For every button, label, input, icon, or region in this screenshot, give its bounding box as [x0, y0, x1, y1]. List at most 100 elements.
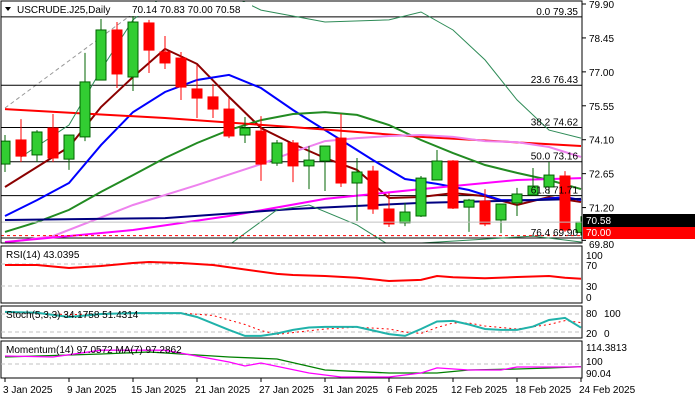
header-background [2, 2, 252, 16]
moving-average-line-band [230, 204, 582, 243]
bid-price-tag [583, 227, 695, 239]
bullish-candle [79, 81, 91, 138]
bearish-candle [143, 22, 155, 51]
fibo-level-label: 50.0 73.16 [531, 152, 579, 163]
stoch-pane-frame [0, 305, 583, 339]
bearish-candle [207, 96, 219, 110]
fibonacci-levels[interactable] [1, 16, 582, 239]
rsi-axis-0: 0 [586, 293, 592, 304]
time-axis-label: 6 Feb 2025 [387, 385, 438, 396]
momentum-label: Momentum(14) 97.0572 MA(7) 97.2862 [6, 345, 182, 356]
fibo-level-label: 23.6 76.43 [531, 75, 579, 86]
rsi-label: RSI(14) 43.0395 [6, 250, 80, 261]
rsi-line [5, 260, 582, 283]
price-axis[interactable]: 79.90 78.45 77.00 75.55 74.10 72.65 71.20 69.80 [582, 0, 614, 251]
price-axis-label: 74.10 [589, 136, 614, 147]
momentum-pane[interactable] [1, 349, 582, 378]
bearish-candle [383, 208, 395, 225]
trend-line[interactable] [4, 14, 132, 109]
momentum-axis-max: 114.3813 [586, 343, 627, 354]
rsi-axis-100: 100 [586, 251, 603, 262]
stoch-axis-100: 100 [604, 309, 621, 320]
bearish-candle [191, 88, 203, 99]
bullish-candle [399, 211, 411, 224]
bearish-candle [15, 139, 27, 157]
bullish-candle [239, 127, 251, 136]
stoch-axis-20: 20 [586, 329, 598, 340]
bullish-candle [415, 177, 427, 217]
bullish-candle [527, 185, 539, 196]
stoch-axis-0: 0 [604, 329, 610, 340]
bullish-candle [63, 134, 75, 160]
price-axis-label: 79.90 [589, 0, 614, 11]
time-axis-label: 3 Jan 2025 [3, 385, 53, 396]
bearish-candle [335, 137, 347, 184]
bullish-candle [95, 29, 107, 81]
triangle-down-icon[interactable] [5, 7, 11, 11]
time-axis-label: 24 Feb 2025 [579, 385, 636, 396]
moving-average-line-ma-green [4, 111, 582, 233]
stoch-axis-80: 80 [586, 309, 598, 320]
rsi-pane-frame [0, 245, 583, 304]
moving-average-line-ma-violet [4, 133, 582, 243]
bullish-candle [511, 193, 523, 204]
fibo-level-label: 61.8 71.71 [531, 186, 579, 197]
stoch-pane[interactable] [1, 310, 582, 337]
price-axis-label: 77.00 [589, 68, 614, 79]
time-axis-label: 9 Jan 2025 [67, 385, 117, 396]
momentum-pane-frame [0, 340, 583, 379]
bearish-candle [175, 57, 187, 88]
main-pane-frame [0, 0, 583, 244]
momentum-axis-100: 100 [586, 357, 603, 368]
price-axis-label: 72.65 [589, 170, 614, 181]
bid-price-value: 70.00 [586, 228, 611, 239]
bullish-candle [127, 21, 139, 78]
price-axis-label: 69.80 [589, 240, 614, 251]
fibo-level-label: 0.0 79.35 [536, 7, 578, 18]
momentum-axis-min: 90.04 [586, 369, 611, 380]
time-axis[interactable]: 3 Jan 2025 9 Jan 2025 15 Jan 2025 21 Jan 20… [3, 378, 636, 396]
momentum-line [4, 349, 582, 378]
bullish-candle [319, 145, 331, 162]
bearish-candle [111, 29, 123, 75]
bullish-candle [463, 199, 475, 208]
bearish-candle [255, 130, 267, 165]
rsi-axis-30: 30 [586, 282, 598, 293]
rsi-pane[interactable] [1, 260, 582, 287]
bullish-candle [431, 160, 443, 181]
bullish-candle [1, 140, 11, 165]
bearish-candle [159, 51, 171, 64]
time-axis-label: 31 Jan 2025 [323, 385, 378, 396]
time-axis-label: 12 Feb 2025 [451, 385, 508, 396]
fibonacci-labels: 0.0 79.35 23.6 76.43 38.2 74.62 50.0 73.16 6… [531, 7, 579, 239]
bearish-candle [47, 127, 59, 159]
bearish-candle [287, 142, 299, 167]
bullish-candle [495, 203, 507, 221]
rsi-axis-70: 70 [586, 261, 598, 272]
bearish-candle [447, 160, 459, 209]
time-axis-label: 15 Jan 2025 [131, 385, 186, 396]
fibo-level-label: 38.2 74.62 [531, 118, 579, 129]
bullish-candle [543, 174, 555, 188]
main-price-pane[interactable] [0, 0, 586, 245]
current-price-tag [583, 214, 695, 227]
moving-average-line-ma-blue [4, 73, 582, 217]
bearish-candle [367, 170, 379, 210]
current-price-value: 70.58 [586, 216, 611, 227]
bearish-candle [559, 175, 571, 231]
fibo-level-label: 76.4 69.90 [531, 228, 579, 239]
bullish-candle [31, 131, 43, 156]
price-axis-label: 78.45 [589, 34, 614, 45]
price-axis-label: 75.55 [589, 102, 614, 113]
time-axis-label: 27 Jan 2025 [259, 385, 314, 396]
candles [1, 15, 582, 236]
bearish-candle [223, 108, 235, 137]
bullish-candle [271, 142, 283, 164]
stoch-label: Stoch(5,3,3) 34.1758 51.4314 [6, 310, 139, 321]
ohlc-values: 70.14 70.83 70.00 70.58 [132, 5, 241, 16]
momentum-ma-line [4, 351, 582, 374]
bullish-candle [351, 171, 363, 184]
symbol-timeframe: USCRUDE.J25,Daily [17, 5, 110, 16]
moving-average-line-ma-magenta [4, 177, 582, 243]
